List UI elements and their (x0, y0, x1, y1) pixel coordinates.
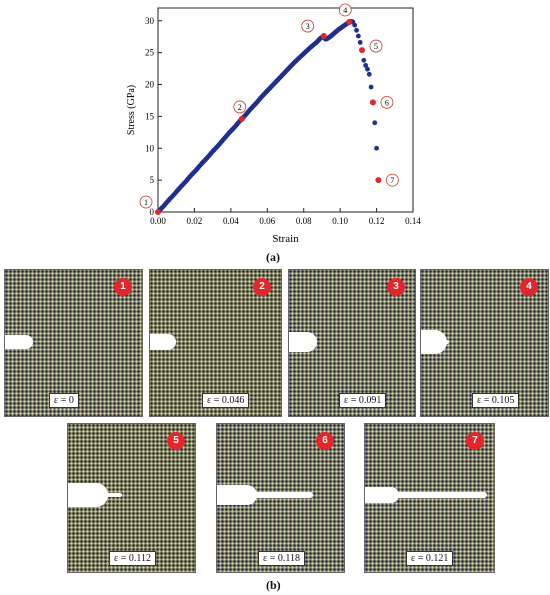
snapshot-number-badge: 2 (253, 278, 271, 296)
propagating-crack (104, 493, 122, 497)
marker-label-circle (380, 95, 394, 109)
propagating-crack (395, 492, 487, 498)
crack-notch (289, 332, 317, 352)
marker-label: 4 (343, 6, 347, 15)
data-point (361, 57, 367, 63)
y-tick-label: 15 (145, 111, 155, 121)
marker-label: 6 (385, 98, 389, 107)
strain-value-label: ε = 0.121 (406, 551, 454, 566)
state-marker (346, 19, 353, 26)
data-point (357, 40, 363, 45)
snapshot-frame: 1 ε = 0 (4, 269, 143, 417)
panel-a-label: (a) (266, 250, 280, 264)
strain-value-label: ε = 0.112 (109, 551, 156, 566)
marker-label: 7 (390, 176, 394, 185)
crack-notch (365, 487, 399, 503)
data-point (374, 145, 379, 151)
data-point (368, 84, 374, 90)
snapshot-number-badge: 3 (387, 278, 405, 296)
x-axis-label: Strain (272, 233, 299, 245)
x-tick-label: 0.08 (296, 216, 312, 226)
snapshot-number-badge: 4 (520, 278, 538, 296)
strain-value-label: ε = 0.046 (202, 393, 250, 408)
stress-strain-chart: 0.00 0.02 0.04 0.06 0.08 0.10 0.12 0.1405101520… (126, 3, 421, 245)
x-tick-label: 0.14 (405, 216, 421, 226)
snapshot-frame: 6 ε = 0.118 (216, 423, 345, 573)
strain-value-label: ε = 0.091 (339, 393, 387, 408)
y-tick-label: 20 (145, 80, 155, 90)
data-point (352, 22, 358, 28)
snapshot-frame: 2 ε = 0.046 (149, 269, 282, 417)
marker-label-circle (385, 173, 399, 187)
y-tick-label: 5 (150, 175, 155, 185)
data-point (354, 27, 359, 33)
marker-label: 2 (238, 103, 242, 112)
crack-notch (217, 485, 257, 505)
data-point (363, 62, 369, 68)
strain-value-label: ε = 0.118 (258, 551, 305, 566)
snapshot-number-badge: 7 (466, 432, 484, 450)
state-marker (155, 209, 161, 215)
y-tick-label: 10 (145, 143, 155, 153)
y-tick-label: 0 (150, 207, 155, 217)
x-tick-label: 0.00 (150, 216, 166, 226)
panel-b-label: (b) (266, 578, 281, 592)
snapshot-frame: 3 ε = 0.091 (288, 269, 416, 417)
marker-label-circle (139, 195, 153, 209)
atom-lattice (365, 424, 494, 572)
y-tick-label: 30 (145, 16, 155, 26)
crack-notch (5, 335, 33, 349)
snapshot-number-badge: 5 (167, 432, 185, 450)
crack-notch (150, 334, 176, 350)
state-marker (359, 47, 365, 54)
y-tick-label: 25 (145, 48, 155, 58)
y-axis-label: Stress (GPa) (126, 85, 137, 135)
snapshot-frame: 7 ε = 0.121 (364, 423, 495, 573)
x-tick-label: 0.04 (223, 216, 239, 226)
x-tick-label: 0.10 (332, 216, 348, 226)
marker-label-circle (369, 39, 383, 53)
plot-frame (157, 7, 414, 213)
x-tick-label: 0.02 (187, 216, 203, 226)
snapshot-frame: 4 ε = 0.105 (420, 269, 549, 417)
snapshot-number-badge: 6 (316, 432, 334, 450)
x-tick-label: 0.12 (369, 216, 385, 226)
marker-label-circle (301, 19, 315, 33)
data-point (365, 66, 370, 72)
propagating-crack (443, 340, 449, 344)
state-marker (238, 115, 245, 122)
marker-label-circle (233, 100, 247, 114)
x-tick-label: 0.06 (259, 216, 275, 226)
marker-label: 1 (144, 198, 148, 207)
data-point (372, 120, 378, 126)
crack-notch (68, 483, 108, 507)
marker-label-circle (338, 3, 352, 17)
state-marker (375, 177, 382, 184)
strain-value-label: ε = 0.105 (472, 393, 520, 408)
strain-value-label: ε = 0 (49, 393, 79, 408)
crack-notch (421, 330, 447, 354)
data-point (355, 33, 361, 39)
state-marker (320, 33, 327, 40)
propagating-crack (253, 492, 313, 498)
snapshot-frame: 5 ε = 0.112 (67, 423, 196, 573)
state-marker (369, 99, 376, 106)
data-point (366, 71, 372, 77)
marker-label: 3 (306, 22, 310, 31)
marker-label: 5 (374, 42, 378, 51)
snapshot-number-badge: 1 (114, 278, 132, 296)
